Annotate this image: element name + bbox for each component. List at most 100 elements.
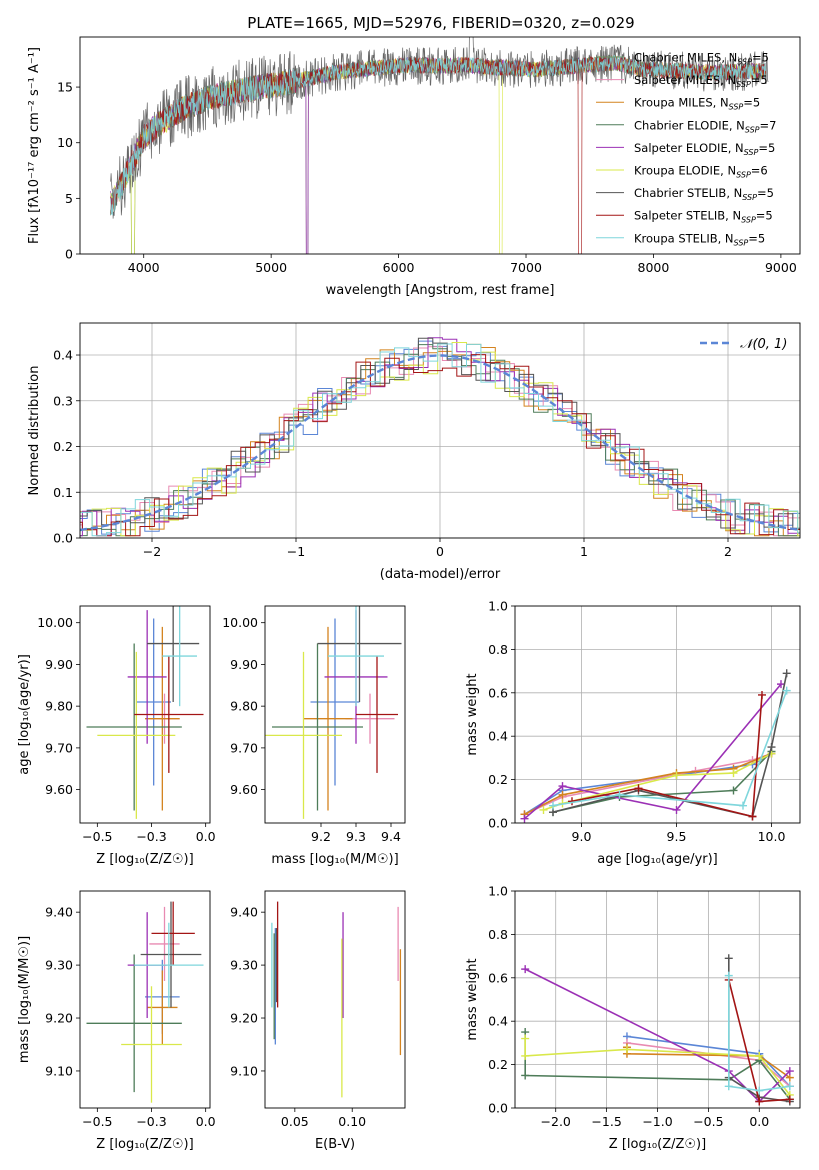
y-tick-label: 0.0	[53, 531, 73, 546]
axes-frame	[264, 890, 406, 1109]
histogram-6	[80, 342, 800, 537]
plot-area	[265, 606, 402, 819]
x-tick-label: −0.5	[82, 829, 112, 844]
y-tick-label: 9.60	[45, 782, 73, 797]
y-tick-label: 9.40	[45, 905, 73, 920]
x-axis-label: age [log₁₀(age/yr)]	[597, 852, 718, 867]
x-tick-label: −1	[287, 544, 305, 559]
plot-area	[515, 606, 800, 823]
panel-mass-vs-EBV: 0.05 0.10 9.10 9.20 9.30 9.40 E(B-V)	[230, 890, 406, 1152]
weight-marker	[785, 1067, 794, 1076]
x-tick-label: 9.0	[572, 829, 592, 844]
y-tick-label: 0	[65, 247, 73, 262]
y-tick-label: 9.80	[230, 699, 258, 714]
x-tick-label: 0.0	[196, 1114, 216, 1129]
histogram-8	[80, 354, 800, 537]
weight-marker	[782, 669, 791, 678]
plot-area	[271, 901, 402, 1098]
plot-area	[86, 901, 204, 1103]
weight-marker	[758, 690, 766, 699]
x-tick-label: −0.3	[136, 829, 166, 844]
y-tick-label: 0.1	[53, 485, 73, 500]
x-axis-label: E(B-V)	[315, 1137, 355, 1152]
weight-marker	[748, 812, 757, 821]
y-tick-label: 9.10	[45, 1063, 73, 1078]
weight-marker	[558, 782, 567, 791]
weight-marker	[615, 790, 624, 799]
y-tick-label: 9.70	[230, 740, 258, 755]
x-tick-label: 4000	[128, 260, 160, 275]
x-tick-label: 8000	[638, 260, 670, 275]
axes-frame	[264, 605, 406, 824]
y-axis-label: Normed distribution	[27, 366, 42, 496]
weight-line-9	[552, 690, 788, 807]
x-tick-label: −0.5	[82, 1114, 112, 1129]
plot-area	[86, 606, 204, 819]
legend-name: Chabrier ELODIE, N	[634, 118, 745, 132]
figure-title: PLATE=1665, MJD=52976, FIBERID=0320, z=0…	[247, 14, 634, 32]
y-tick-label: 5	[65, 191, 73, 206]
y-tick-label: 0.6	[488, 970, 508, 985]
panels: 4000 5000 6000 7000 8000 9000051015wavelength…	[17, 36, 801, 1152]
plot-area	[80, 323, 800, 538]
axes-frame	[79, 322, 801, 539]
weight-marker	[634, 784, 643, 793]
x-axis-label: mass [log₁₀(M/M☉)]	[271, 852, 398, 867]
legend-subscript: SSP	[745, 125, 760, 134]
x-tick-label: −1.5	[591, 1114, 621, 1129]
y-tick-label: 0.2	[488, 1057, 508, 1072]
weight-marker	[672, 771, 681, 780]
legend-name: Chabrier MILES, N	[634, 51, 737, 65]
legend-label: Chabrier ELODIE, NSSP=7	[634, 118, 776, 134]
x-tick-label: 9.5	[667, 829, 687, 844]
x-tick-label: −2	[143, 544, 161, 559]
x-tick-label: 1	[580, 544, 588, 559]
x-tick-label: 5000	[255, 260, 287, 275]
y-tick-label: 1.0	[488, 884, 508, 899]
y-tick-label: 0.2	[488, 772, 508, 787]
legend-name: Chabrier STELIB, N	[634, 186, 742, 200]
legend-subscript: SSP	[736, 171, 751, 180]
y-tick-label: 0.8	[488, 642, 508, 657]
x-tick-label: 9.4	[381, 829, 401, 844]
y-tick-label: 0.4	[488, 1014, 508, 1029]
weight-marker	[739, 801, 747, 810]
legend-subscript: SSP	[737, 58, 752, 67]
legend-count: =7	[760, 118, 777, 132]
y-tick-label: 0.3	[53, 393, 73, 408]
legend-label: Kroupa MILES, NSSP=5	[634, 96, 760, 112]
weight-marker	[520, 814, 529, 823]
y-tick-label: 0.4	[53, 348, 73, 363]
legend-name: Kroupa STELIB, N	[634, 231, 734, 245]
x-tick-label: −1.0	[642, 1114, 672, 1129]
y-tick-label: 9.60	[230, 782, 258, 797]
y-tick-label: 0.0	[488, 816, 508, 831]
weight-marker	[724, 1082, 733, 1091]
weight-line-9	[727, 975, 790, 1092]
legend-subscript: SSP	[744, 148, 759, 157]
y-tick-label: 9.10	[230, 1063, 258, 1078]
x-tick-label: −0.3	[136, 1114, 166, 1129]
legend-name: Kroupa MILES, N	[634, 96, 729, 110]
axes-frame	[514, 605, 801, 824]
y-tick-label: 10	[57, 135, 73, 150]
x-tick-label: 0.0	[749, 1114, 769, 1129]
legend-count: =5	[757, 186, 774, 200]
weight-marker	[724, 971, 733, 980]
axes-frame	[79, 890, 211, 1109]
weight-marker	[521, 1051, 530, 1060]
x-axis-label: Z [log₁₀(Z/Z☉)]	[96, 1137, 193, 1152]
weight-marker	[782, 686, 791, 695]
weight-marker	[521, 965, 530, 974]
axes-frame	[79, 605, 211, 824]
legend-label: Chabrier MILES, NSSP=5	[634, 51, 769, 67]
histogram-2	[80, 346, 800, 537]
plot-area	[515, 891, 800, 1108]
legend-label: Chabrier STELIB, NSSP=5	[634, 186, 774, 202]
y-tick-label: 9.90	[45, 657, 73, 672]
y-tick-label: 9.80	[45, 699, 73, 714]
legend-label: Kroupa STELIB, NSSP=5	[634, 231, 765, 247]
weight-marker	[729, 786, 738, 795]
y-tick-label: 10.00	[37, 615, 73, 630]
